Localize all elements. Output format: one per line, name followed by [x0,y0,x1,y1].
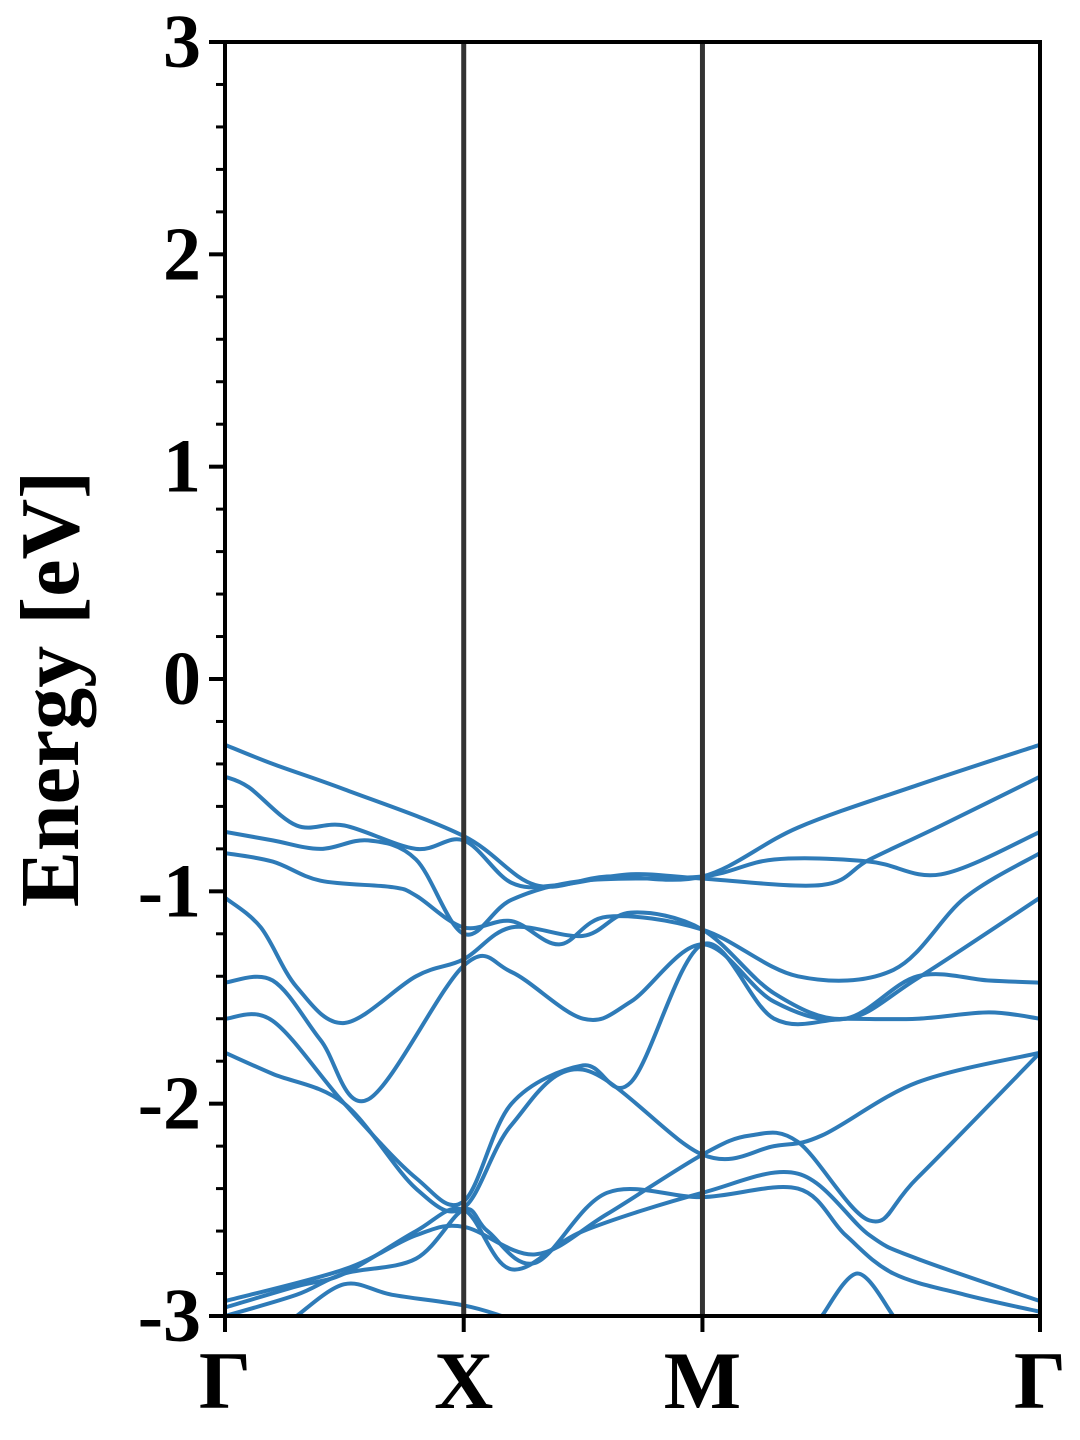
band-line-13 [820,1271,896,1316]
x-tick-label-M: M [664,1335,741,1426]
band-line-12 [295,1281,503,1316]
y-axis-ticks: -3 -2 -1 0 1 2 3 [138,0,225,1358]
y-tick-label: 0 [163,637,201,721]
y-tick-label: 3 [163,0,201,84]
y-axis-label: Energy [eV] [4,471,97,907]
band-line-9 [225,1051,1040,1304]
band-line-7 [225,941,1040,1208]
band-line-4 [225,851,1040,983]
band-lines [225,742,1040,1316]
kpoint-divider-lines [461,42,705,1316]
band-line-8 [225,1050,1040,1214]
band-line-3 [225,829,1040,937]
y-tick-label: 1 [163,425,201,509]
y-tick-label: 2 [163,212,201,296]
y-tick-label: -1 [138,849,201,933]
band-line-10 [225,1170,1040,1310]
plot-frame [223,40,1042,1318]
band-line-1 [225,742,1040,889]
band-line-6 [225,942,1040,1104]
band-line-2 [225,774,1040,890]
band-line-11 [225,1184,1040,1316]
x-tick-label-Γ: Γ [199,1335,251,1426]
x-tick-label-X: X [434,1335,493,1426]
x-tick-label-Γ: Γ [1014,1335,1066,1426]
y-tick-label: -3 [138,1274,201,1358]
y-tick-label: -2 [138,1062,201,1146]
